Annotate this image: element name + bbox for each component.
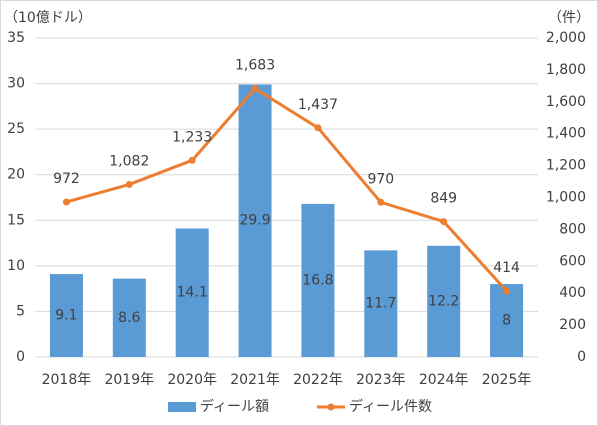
bar [238,84,272,358]
y-tick-label: 15 [7,212,25,228]
y2-tick-label: 600 [559,253,586,269]
bar [427,245,461,357]
legend-swatch-point [327,403,335,411]
y-tick-label: 0 [16,349,25,365]
y2-tick-label: 800 [559,221,586,237]
bar-value-label: 14.1 [177,285,208,301]
bar-value-label: 29.9 [239,213,270,229]
x-tick-label: 2024年 [419,372,469,388]
line-point [440,218,448,226]
line-value-label: 1,082 [109,153,149,169]
y2-axis-label: （件） [548,10,590,26]
line-point [503,287,511,295]
y-axis-label: （10億ドル） [4,10,92,26]
y2-tick-label: 0 [577,349,586,365]
legend-label: ディール額 [200,398,269,415]
line-point [251,85,259,93]
line-point [125,180,133,188]
y2-tick-label: 200 [559,317,586,333]
bar [112,278,146,357]
y2-tick-label: 1,000 [546,190,586,206]
x-tick-label: 2020年 [167,372,217,388]
bar-value-label: 8.6 [118,310,140,326]
line-point [62,198,70,206]
bar-value-label: 16.8 [302,272,333,288]
line-point [377,198,385,206]
y-tick-label: 35 [7,30,25,46]
bar [49,274,83,357]
line-value-label: 414 [493,260,520,276]
x-tick-label: 2018年 [42,372,92,388]
bar-value-label: 11.7 [365,296,396,312]
y2-tick-label: 1,600 [546,94,586,110]
y2-tick-label: 2,000 [546,30,586,46]
bar [490,284,524,357]
line-value-label: 1,233 [172,129,212,145]
legend-swatch [168,402,196,412]
x-tick-label: 2022年 [293,372,343,388]
bar [301,203,335,357]
y-tick-label: 5 [16,303,25,319]
legend-label: ディール件数 [349,398,432,415]
line-value-label: 972 [53,171,80,187]
y-tick-label: 25 [7,121,25,137]
bar [364,250,398,357]
bar [175,228,209,357]
line-value-label: 970 [367,171,394,187]
x-tick-label: 2019年 [104,372,154,388]
y2-tick-label: 1,200 [546,158,586,174]
x-tick-label: 2025年 [482,372,532,388]
y-tick-label: 20 [7,167,25,183]
line [66,86,508,292]
line-point [314,124,322,132]
line-point [188,156,196,164]
x-tick-label: 2023年 [356,372,406,388]
y-tick-label: 30 [7,76,25,92]
y2-tick-label: 1,800 [546,62,586,78]
bar-value-label: 8 [502,313,511,329]
y-tick-label: 10 [7,258,25,274]
x-tick-label: 2021年 [230,372,280,388]
y2-tick-label: 400 [559,285,586,301]
line-value-label: 1,437 [298,97,338,113]
bar-value-label: 9.1 [55,308,77,324]
bar-value-label: 12.2 [428,293,459,309]
line-value-label: 849 [430,191,457,207]
y2-tick-label: 1,400 [546,126,586,142]
line-value-label: 1,683 [235,58,275,74]
